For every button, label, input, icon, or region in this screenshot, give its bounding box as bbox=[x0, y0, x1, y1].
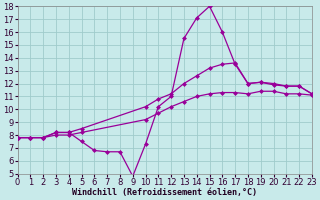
X-axis label: Windchill (Refroidissement éolien,°C): Windchill (Refroidissement éolien,°C) bbox=[72, 188, 257, 197]
